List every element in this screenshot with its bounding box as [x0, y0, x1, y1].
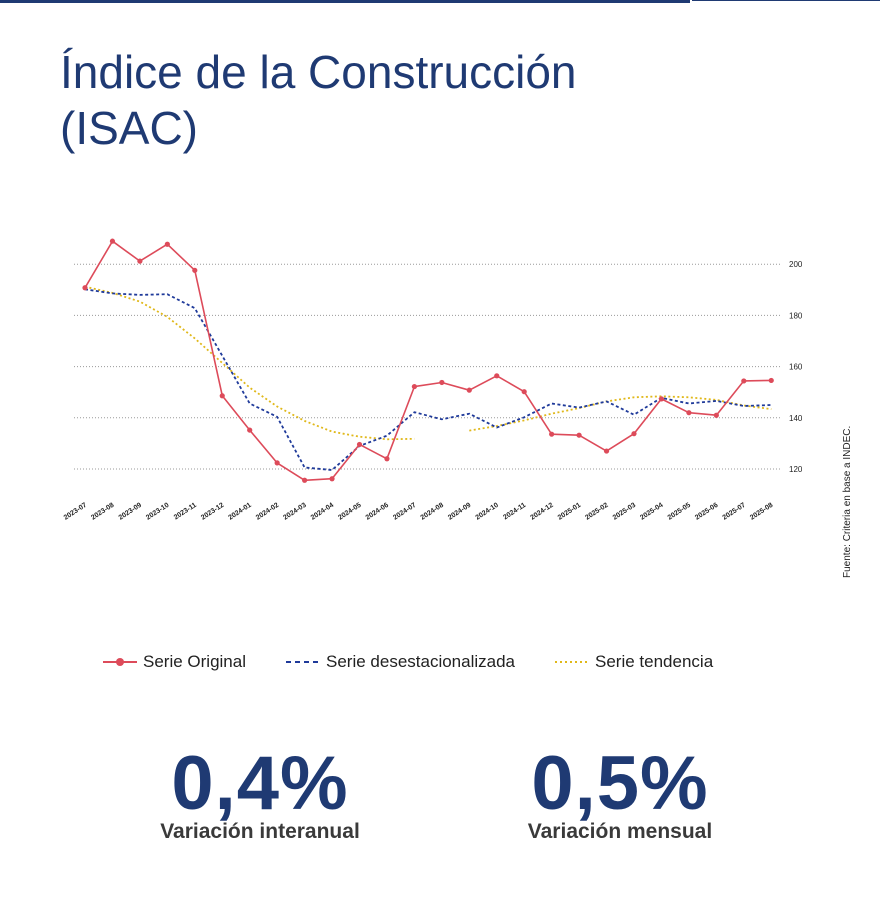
legend-item-tendencia: Serie tendencia — [555, 652, 713, 672]
data-point — [247, 427, 253, 433]
x-tick-label: 2024-04 — [310, 502, 335, 522]
x-tick-label: 2025-06 — [694, 502, 719, 522]
legend-item-original: Serie Original — [103, 652, 246, 672]
data-point — [631, 431, 637, 437]
kpi-interanual-label: Variación interanual — [160, 820, 360, 843]
data-point — [329, 476, 335, 482]
x-tick-label: 2024-03 — [282, 502, 307, 522]
x-tick-label: 2024-09 — [447, 502, 472, 522]
legend-swatch-original-icon — [103, 658, 137, 666]
x-tick-label: 2023-07 — [63, 502, 88, 522]
data-point — [411, 383, 417, 390]
page-title: Índice de la Construcción (ISAC) — [60, 44, 577, 156]
x-tick-label: 2023-08 — [90, 502, 115, 522]
x-tick-label: 2025-04 — [639, 502, 664, 522]
kpi-interanual-value: 0,4% — [171, 741, 349, 826]
x-tick-label: 2024-02 — [255, 502, 280, 522]
x-tick-label: 2023-09 — [118, 502, 143, 522]
x-tick-label: 2024-10 — [474, 502, 499, 522]
chart-legend: Serie Original Serie desestacionalizada … — [103, 652, 713, 672]
x-tick-label: 2024-08 — [420, 502, 445, 522]
legend-label-original: Serie Original — [143, 652, 246, 671]
top-accent-line — [692, 0, 880, 1]
data-point — [466, 387, 472, 393]
data-point — [686, 410, 692, 416]
kpi-interanual: 0,4% Variación interanual — [140, 744, 380, 844]
kpi-mensual-label: Variación mensual — [527, 820, 713, 843]
y-tick-label: 180 — [789, 311, 803, 320]
data-point — [549, 431, 555, 437]
data-point — [219, 393, 225, 399]
data-point — [384, 456, 390, 462]
x-tick-label: 2025-08 — [749, 502, 774, 522]
x-tick-label: 2025-01 — [557, 502, 582, 522]
y-tick-label: 160 — [789, 363, 803, 372]
x-tick-label: 2024-01 — [227, 502, 252, 522]
data-point — [192, 267, 198, 273]
series-line-0-0 — [84, 240, 772, 482]
data-point — [576, 432, 582, 438]
data-point — [274, 460, 280, 466]
source-note: Fuente: Criteria en base a INDEC. — [842, 425, 853, 578]
legend-swatch-tendencia-icon — [555, 661, 590, 663]
kpi-mensual: 0,5% Variación mensual — [500, 744, 740, 844]
y-tick-label: 120 — [789, 465, 803, 474]
legend-label-desestacionalizada: Serie desestacionalizada — [326, 652, 516, 671]
x-tick-label: 2024-05 — [337, 502, 362, 522]
x-tick-label: 2023-10 — [145, 502, 170, 522]
series-line-2-0 — [84, 285, 415, 441]
data-point — [82, 285, 88, 291]
x-tick-label: 2025-03 — [612, 502, 637, 522]
x-tick-label: 2024-06 — [365, 502, 390, 522]
legend-item-desestacionalizada: Serie desestacionalizada — [286, 652, 515, 672]
data-point — [302, 477, 308, 483]
data-point — [109, 238, 116, 244]
legend-swatch-desestacionalizada-icon — [286, 661, 320, 663]
data-point — [603, 448, 610, 454]
legend-label-tendencia: Serie tendencia — [595, 652, 714, 671]
y-tick-label: 140 — [789, 414, 803, 423]
data-point — [741, 378, 747, 384]
x-tick-label: 2024-11 — [502, 502, 527, 522]
x-tick-label: 2023-11 — [173, 502, 198, 522]
page-title-line1: Índice de la Construcción — [60, 46, 577, 98]
data-point — [768, 377, 774, 384]
series-line-2-1 — [469, 395, 772, 432]
series-line-1-0 — [84, 288, 772, 471]
x-tick-label: 2025-05 — [667, 502, 692, 522]
top-accent-bar — [0, 0, 690, 3]
data-point — [137, 258, 143, 264]
x-tick-label: 2025-02 — [584, 502, 609, 522]
kpi-mensual-value: 0,5% — [531, 741, 709, 826]
data-point — [713, 412, 719, 418]
y-tick-label: 200 — [789, 260, 803, 269]
page-title-line2: (ISAC) — [60, 102, 198, 154]
data-point — [521, 389, 527, 395]
x-tick-label: 2024-07 — [392, 502, 417, 522]
data-point — [356, 441, 363, 448]
data-point — [439, 379, 445, 386]
data-point — [658, 396, 665, 402]
data-point — [494, 373, 500, 379]
x-tick-label: 2023-12 — [200, 502, 225, 522]
x-tick-label: 2024-12 — [529, 502, 554, 522]
data-point — [164, 241, 170, 247]
x-tick-label: 2025-07 — [722, 502, 747, 522]
